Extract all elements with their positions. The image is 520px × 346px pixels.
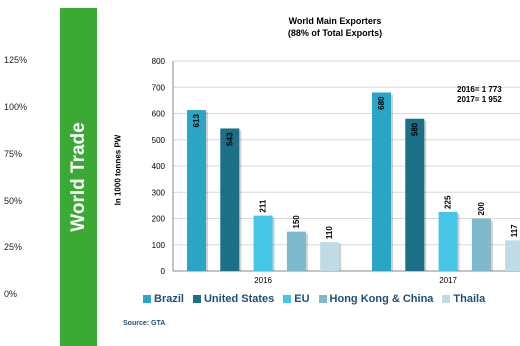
data-label: 680 (377, 96, 386, 110)
world-trade-banner (60, 8, 97, 346)
percent-label: 75% (4, 149, 23, 159)
chart-title-line2: (88% of Total Exports) (287, 28, 383, 38)
legend-label: EU (294, 293, 310, 305)
legend-swatch (442, 295, 451, 303)
y-axis-label: In 1000 tonnes PW (113, 134, 123, 206)
data-label: 543 (225, 132, 234, 146)
source-note: Source: GTA (123, 320, 166, 327)
x-tick-label: 2017 (439, 276, 457, 285)
y-tick-label: 800 (152, 57, 166, 66)
totals-annotation: 2016= 1 773 2017= 1 952 (457, 85, 502, 105)
data-label: 613 (192, 114, 201, 128)
data-label: 580 (410, 122, 419, 136)
percent-label: 100% (4, 102, 28, 112)
legend-label: Hong Kong & China (329, 293, 434, 305)
bar (505, 240, 520, 271)
bar (220, 128, 240, 271)
chart-title-line1: World Main Exporters (288, 16, 382, 26)
total-2016: 2016= 1 773 (457, 85, 502, 94)
y-tick-label: 400 (152, 162, 166, 171)
y-tick-label: 700 (152, 83, 166, 92)
legend-item: United States (192, 293, 275, 305)
bar (471, 218, 491, 271)
percent-label: 0% (4, 289, 18, 299)
data-label: 110 (325, 226, 334, 239)
x-tick-label: 2016 (254, 276, 272, 285)
legend-item: Brazil (143, 293, 184, 305)
legend-label: Thaila (453, 293, 486, 305)
legend-swatch (283, 295, 292, 303)
data-label: 211 (259, 199, 268, 212)
legend-label: United States (203, 293, 275, 305)
data-label: 225 (444, 195, 453, 209)
bar (320, 242, 340, 271)
chart-legend: Brazil United States EU Hong Kong & China Th… (143, 292, 494, 306)
legend-item: Hong Kong & China (318, 293, 434, 305)
bar (286, 231, 306, 271)
y-tick-label: 600 (152, 110, 166, 119)
legend-swatch (143, 295, 151, 303)
legend-swatch (192, 295, 201, 303)
bar (438, 211, 458, 271)
legend-item: EU (283, 293, 310, 305)
percent-label: 125% (4, 55, 28, 65)
data-label: 117 (510, 224, 519, 237)
percent-label: 25% (4, 242, 23, 252)
percent-label: 50% (4, 196, 23, 206)
bar (187, 110, 206, 272)
bar (372, 92, 391, 271)
y-tick-label: 500 (152, 136, 166, 145)
y-tick-label: 200 (152, 215, 166, 224)
legend-swatch (318, 295, 327, 303)
legend-item: Thaila (442, 293, 485, 305)
data-label: 200 (477, 202, 486, 216)
percent-axis: 125% 100% 75% 50% 25% 0% (0, 0, 60, 346)
y-tick-label: 100 (152, 241, 166, 250)
chart-title: World Main Exporters (88% of Total Expor… (255, 15, 415, 39)
bar (253, 215, 273, 271)
y-tick-label: 0 (161, 267, 166, 276)
bar (405, 118, 425, 271)
legend-label: Brazil (154, 293, 184, 305)
total-2017: 2017= 1 952 (457, 95, 502, 104)
data-label: 150 (292, 215, 301, 229)
y-tick-label: 300 (152, 188, 166, 197)
